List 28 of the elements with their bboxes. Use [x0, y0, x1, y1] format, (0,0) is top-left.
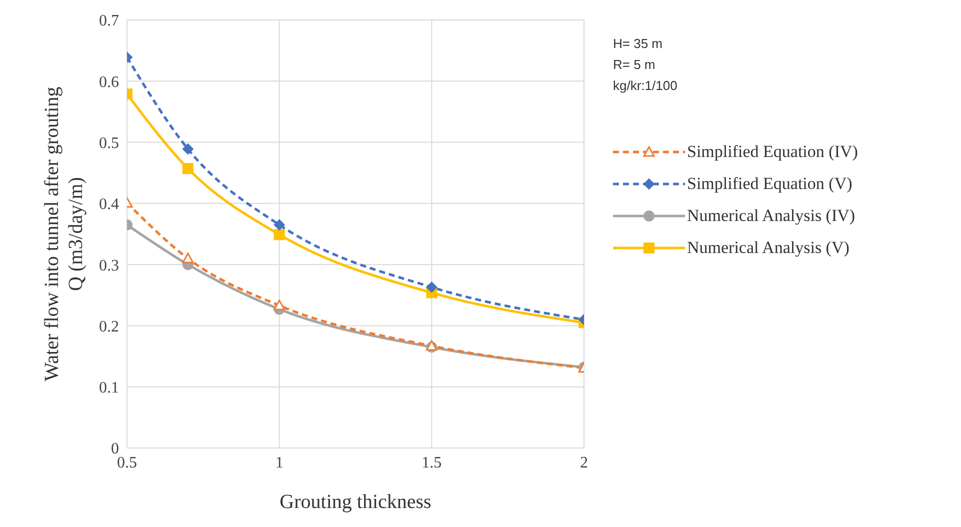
x-tick-label: 1	[275, 454, 284, 472]
point	[182, 144, 194, 155]
y-axis-title: Water flow into tunnel after grouting Q (m3/day/m)	[41, 86, 87, 382]
legend-label: Numerical Analysis (V)	[687, 238, 850, 258]
point	[274, 229, 285, 240]
y-tick-label: 0	[111, 440, 119, 458]
point	[274, 219, 285, 230]
legend-label: Simplified Equation (V)	[687, 174, 852, 194]
x-tick-label: 1.5	[422, 454, 442, 472]
point	[182, 163, 194, 174]
y-tick-label: 0.3	[99, 257, 119, 274]
text: kg/kr:1/100	[613, 77, 678, 95]
y-tick-label: 0.2	[99, 318, 119, 336]
point	[274, 300, 286, 310]
x-tick-label: 2	[580, 454, 588, 472]
y-tick-label: 0.5	[99, 134, 119, 152]
text: R= 5 m	[613, 56, 656, 74]
point	[182, 252, 194, 264]
y-tick-label: 0.4	[99, 196, 119, 214]
y-tick-label: 0.6	[99, 74, 119, 91]
point	[426, 282, 438, 293]
text: H= 35 m	[613, 35, 664, 53]
x-axis-title: Grouting thickness	[280, 491, 432, 513]
y-tick-label: 0.7	[99, 12, 119, 30]
y-tick-label: 0.1	[99, 380, 119, 397]
legend-label: Numerical Analysis (IV)	[687, 206, 856, 226]
x-tick-label: 0.5	[117, 454, 137, 472]
legend-label: Simplified Equation (IV)	[687, 142, 858, 162]
